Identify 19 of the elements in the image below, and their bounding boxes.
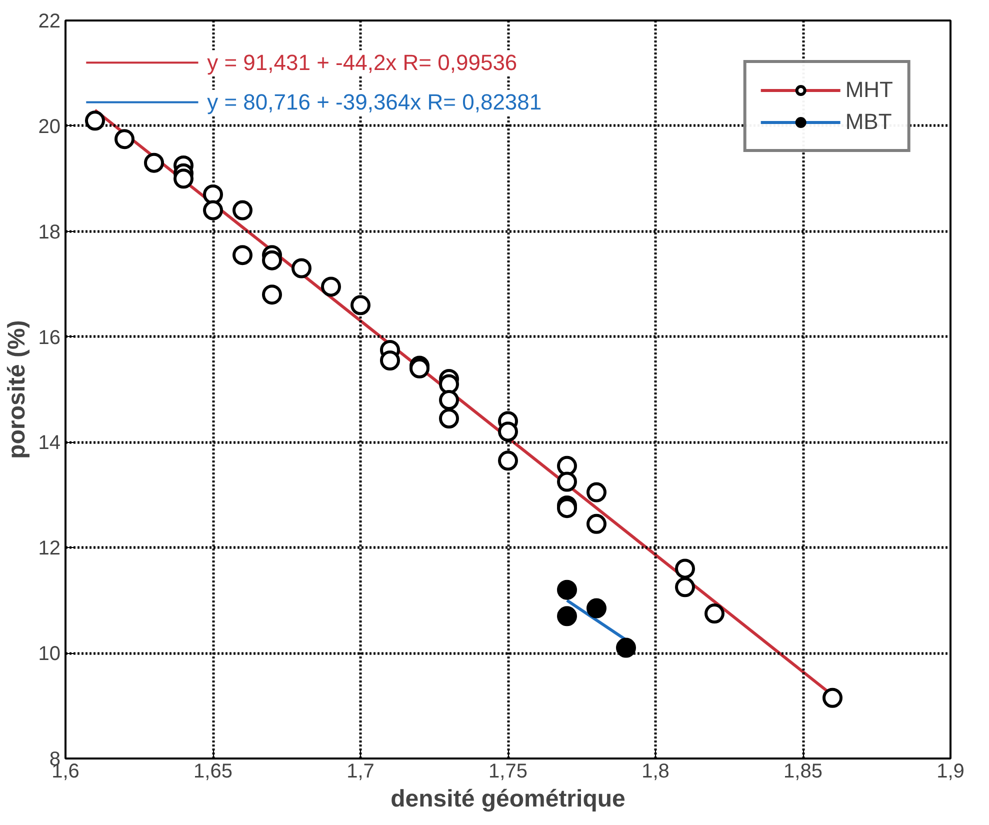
y-tick-label: 14 (38, 432, 61, 454)
x-axis-title: densité géométrique (390, 786, 626, 812)
legend-label: MHT (845, 77, 893, 103)
y-tick-label: 12 (38, 538, 61, 560)
x-tick-label: 1,8 (642, 760, 670, 782)
x-tick-label: 1,7 (346, 760, 374, 782)
legend-label: MBT (845, 109, 892, 135)
y-axis-title: porosité (%) (3, 320, 30, 459)
x-tick-label: 1,85 (784, 760, 822, 782)
y-tick-label: 10 (38, 643, 61, 666)
y-tick-label: 16 (38, 326, 61, 349)
x-tick-label: 1,65 (194, 760, 232, 782)
x-tick-label: 1,75 (488, 760, 528, 782)
annotation: y = 91,431 + -44,2x R= 0,99536 (207, 50, 518, 76)
y-tick-label: 18 (38, 221, 61, 244)
x-tick-label: 1,9 (936, 760, 964, 782)
annotation: y = 80,716 + -39,364x R= 0,82381 (207, 90, 542, 115)
y-tick-label: 22 (38, 10, 61, 32)
y-tick-label: 20 (38, 116, 61, 138)
